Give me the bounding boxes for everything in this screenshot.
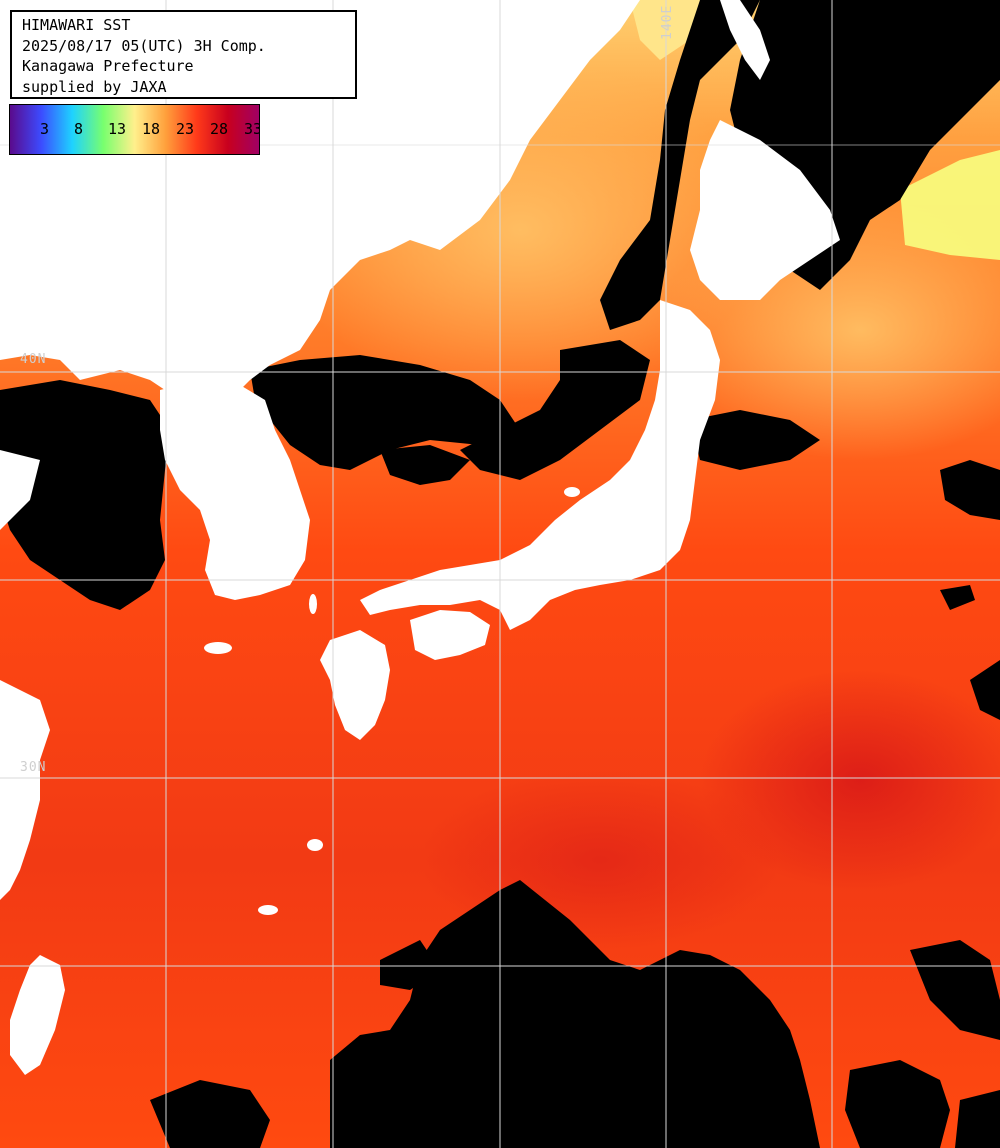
island-sado [564, 487, 580, 497]
legend-tick-label: 13 [108, 120, 127, 138]
title-line-datetime: 2025/08/17 05(UTC) 3H Comp. [22, 36, 266, 55]
lat-label-30n: 30N [20, 760, 47, 775]
land-china-coast [0, 450, 40, 530]
land-kyushu [320, 630, 390, 740]
legend-tick-label: 33 [244, 120, 259, 138]
lon-label-140e: 140E [660, 4, 675, 40]
legend-tick-label: 3 [40, 120, 50, 138]
island-okinawa [258, 905, 278, 915]
island-ulleung [400, 128, 424, 156]
land-hokkaido [690, 120, 840, 300]
title-box: HIMAWARI SST 2025/08/17 05(UTC) 3H Comp.… [10, 10, 357, 99]
legend-tick-label: 8 [74, 120, 84, 138]
land-taiwan [10, 955, 65, 1075]
land-shikoku [410, 610, 490, 660]
legend-tick-label: 23 [176, 120, 195, 138]
island-amami [307, 839, 323, 851]
color-scale-ticks: 3 8 13 18 23 28 33 [10, 105, 259, 154]
title-line-product: HIMAWARI SST [22, 16, 131, 34]
island-oshima [540, 586, 550, 594]
title-line-region: Kanagawa Prefecture [22, 57, 194, 75]
land-sakhalin [720, 0, 770, 80]
land-honshu [360, 300, 720, 630]
cold-water-patch-north [630, 0, 700, 60]
warm-sea-pacific-1 [700, 670, 1000, 890]
island-jeju [204, 642, 232, 654]
lat-label-40n: 40N [20, 352, 47, 367]
cold-water-patch [900, 150, 1000, 260]
land-china-east [0, 680, 50, 900]
island-tsushima [309, 594, 317, 614]
color-scale-legend: 3 8 13 18 23 28 33 [9, 104, 260, 155]
land-korea [160, 380, 310, 600]
legend-tick-label: 18 [142, 120, 161, 138]
title-line-source: supplied by JAXA [22, 77, 167, 96]
legend-tick-label: 28 [210, 120, 229, 138]
